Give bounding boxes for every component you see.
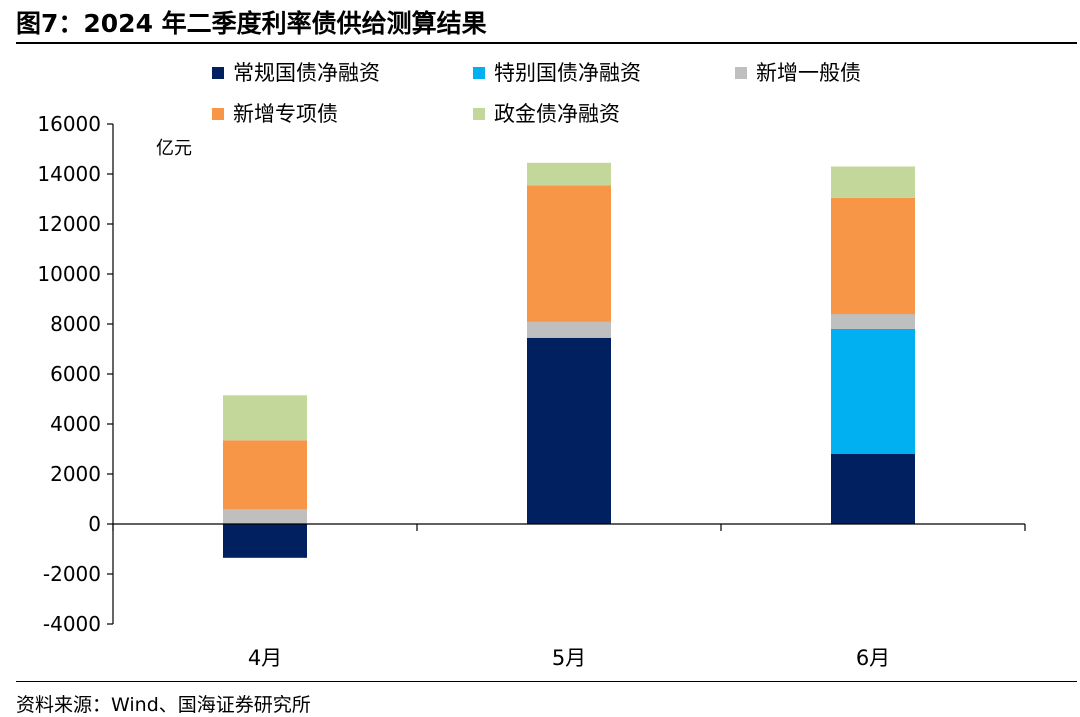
x-tick-label: 5月 xyxy=(552,646,586,670)
y-tick-label: 12000 xyxy=(37,212,101,236)
source-rule xyxy=(16,681,1077,682)
bar-segment xyxy=(831,166,915,198)
bar-segment xyxy=(831,329,915,454)
y-tick-label: 0 xyxy=(88,512,101,536)
bar-segment xyxy=(527,185,611,322)
title-rule xyxy=(16,42,1077,44)
legend-label: 政金债净融资 xyxy=(494,102,620,126)
bar-segment xyxy=(223,395,307,441)
y-tick-label: 4000 xyxy=(50,412,101,436)
legend-swatch xyxy=(212,67,224,79)
y-tick-label: 2000 xyxy=(50,462,101,486)
bar-segment xyxy=(223,524,307,558)
legend-label: 新增专项债 xyxy=(233,102,338,126)
x-tick-label: 6月 xyxy=(856,646,890,670)
y-tick-label: -4000 xyxy=(43,612,101,636)
bar-segment xyxy=(527,337,611,525)
bar-segment xyxy=(527,162,611,186)
bar-segment xyxy=(831,454,915,524)
x-axis: 4月 5月 6月 xyxy=(112,523,1026,670)
bar-segment xyxy=(831,197,915,315)
legend-label: 特别国债净融资 xyxy=(494,61,641,85)
y-axis: -4000 -2000 0 2000 4000 6000 8000 10000 12000 140… xyxy=(37,112,114,636)
y-tick-label: 10000 xyxy=(37,262,101,286)
y-tick-label: 16000 xyxy=(37,112,101,136)
y-tick-label: -2000 xyxy=(43,562,101,586)
legend-label: 新增一般债 xyxy=(756,61,861,85)
legend-swatch xyxy=(473,67,485,79)
y-tick-label: 8000 xyxy=(50,312,101,336)
legend-swatch xyxy=(473,108,485,120)
bar-segment xyxy=(831,314,915,329)
bar-segment xyxy=(527,321,611,338)
legend-swatch xyxy=(212,108,224,120)
y-tick-label: 14000 xyxy=(37,162,101,186)
source-note: 资料来源：Wind、国海证券研究所 xyxy=(16,694,311,716)
x-tick-label: 4月 xyxy=(248,646,282,670)
legend-swatch xyxy=(735,67,747,79)
bars xyxy=(223,162,915,558)
legend-label: 常规国债净融资 xyxy=(233,61,380,85)
bar-segment xyxy=(223,509,307,524)
y-tick-label: 6000 xyxy=(50,362,101,386)
bar-segment xyxy=(223,440,307,510)
figure-title: 图7：2024 年二季度利率债供给测算结果 xyxy=(16,9,487,38)
y-unit-label: 亿元 xyxy=(156,138,192,159)
